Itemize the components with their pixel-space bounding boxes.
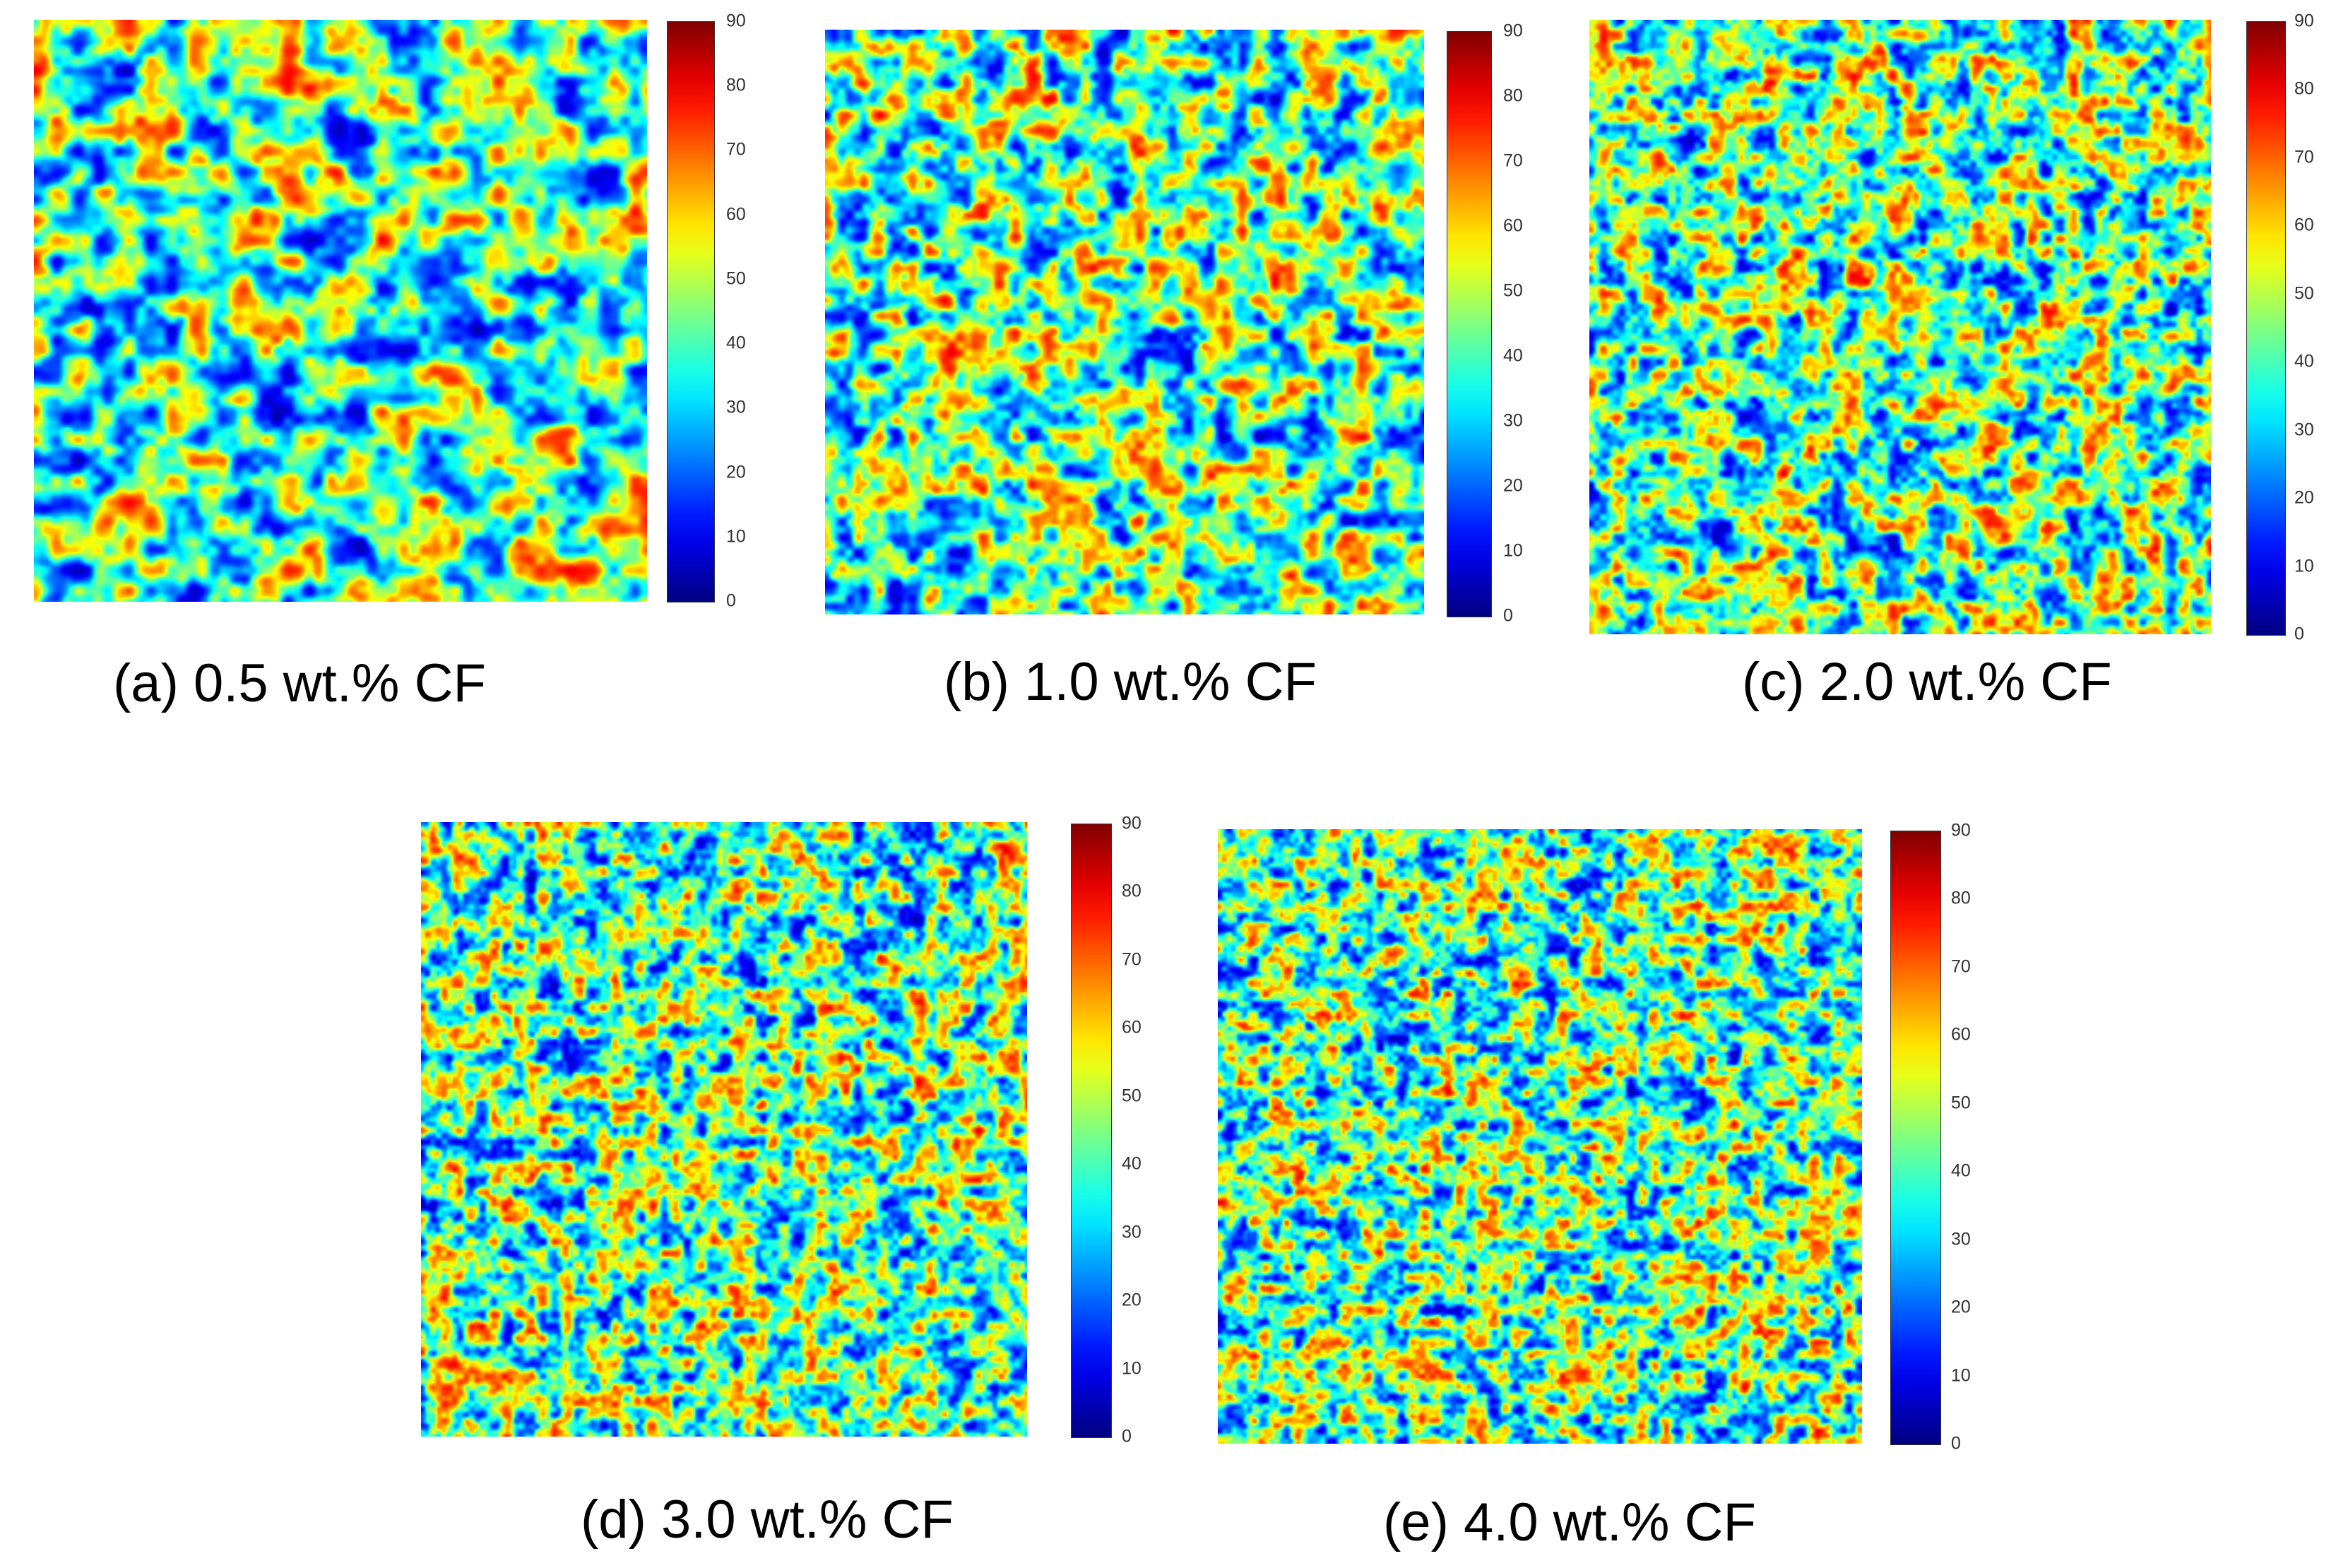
colorbar-tick-d-0: 0 [1122,1426,1132,1447]
colorbar-tick-c-80: 80 [2294,78,2314,99]
colorbar-tick-c-40: 40 [2294,351,2314,372]
colorbar-tick-a-60: 60 [726,204,746,225]
colorbar-tick-b-40: 40 [1503,345,1523,366]
caption-a: (a) 0.5 wt.% CF [113,653,486,713]
colorbar-a [667,21,715,602]
colorbar-tick-d-50: 50 [1122,1086,1142,1106]
colorbar-tick-c-20: 20 [2294,487,2314,508]
colorbar-tick-c-90: 90 [2294,11,2314,31]
colorbar-tick-e-70: 70 [1951,956,1971,977]
heatmap-canvas-e [1218,829,1862,1444]
caption-c: (c) 2.0 wt.% CF [1742,652,2112,712]
heatmap-e [1218,829,1862,1444]
heatmap-canvas-a [34,20,647,602]
caption-e: (e) 4.0 wt.% CF [1383,1492,1756,1552]
heatmap-canvas-c [1589,20,2211,634]
colorbar-tick-c-0: 0 [2294,624,2304,644]
colorbar-tick-b-70: 70 [1503,150,1523,171]
colorbar-tick-b-10: 10 [1503,540,1523,561]
colorbar-tick-a-70: 70 [726,139,746,160]
caption-b: (b) 1.0 wt.% CF [944,652,1317,712]
heatmap-c [1589,20,2211,634]
colorbar-tick-b-80: 80 [1503,85,1523,106]
colorbar-ticks-b: 0 10 20 30 40 50 60 70 80 90 [1503,22,1546,624]
colorbar-ticks-c: 0 10 20 30 40 50 60 70 80 90 [2294,12,2333,643]
colorbar-tick-d-90: 90 [1122,813,1142,833]
colorbar-ticks-e: 0 10 20 30 40 50 60 70 80 90 [1951,821,1993,1452]
colorbar-tick-e-20: 20 [1951,1297,1971,1317]
colorbar-tick-d-30: 30 [1122,1222,1142,1242]
colorbar-tick-b-60: 60 [1503,215,1523,236]
colorbar-tick-b-20: 20 [1503,475,1523,496]
colorbar-tick-e-30: 30 [1951,1229,1971,1249]
colorbar-tick-e-80: 80 [1951,888,1971,908]
colorbar-tick-a-30: 30 [726,397,746,417]
colorbar-tick-b-90: 90 [1503,20,1523,41]
colorbar-tick-d-60: 60 [1122,1017,1142,1038]
colorbar-tick-c-30: 30 [2294,420,2314,440]
heatmap-b [825,30,1424,614]
colorbar-tick-a-50: 50 [726,268,746,289]
colorbar-tick-d-20: 20 [1122,1290,1142,1310]
colorbar-tick-d-80: 80 [1122,881,1142,901]
colorbar-ticks-a: 0 10 20 30 40 50 60 70 80 90 [726,12,769,610]
colorbar-ticks-d: 0 10 20 30 40 50 60 70 80 90 [1122,814,1164,1445]
colorbar-tick-b-50: 50 [1503,280,1523,301]
colorbar-tick-a-40: 40 [726,333,746,353]
colorbar-tick-a-80: 80 [726,75,746,95]
colorbar-tick-c-50: 50 [2294,283,2314,304]
colorbar-d [1071,824,1112,1438]
colorbar-tick-a-90: 90 [726,11,746,31]
colorbar-tick-a-0: 0 [726,590,736,611]
heatmap-canvas-d [421,822,1027,1437]
colorbar-tick-c-60: 60 [2294,215,2314,235]
colorbar-tick-a-10: 10 [726,526,746,547]
heatmap-canvas-b [825,30,1424,614]
heatmap-d [421,822,1027,1437]
colorbar-e [1890,831,1941,1445]
colorbar-b [1447,31,1492,617]
colorbar-tick-e-50: 50 [1951,1093,1971,1113]
colorbar-tick-b-30: 30 [1503,410,1523,431]
colorbar-tick-d-70: 70 [1122,949,1142,970]
colorbar-tick-e-40: 40 [1951,1160,1971,1181]
colorbar-c [2246,21,2286,636]
colorbar-tick-e-90: 90 [1951,820,1971,841]
colorbar-tick-e-0: 0 [1951,1433,1961,1454]
colorbar-tick-c-70: 70 [2294,147,2314,167]
caption-d: (d) 3.0 wt.% CF [581,1490,954,1550]
colorbar-tick-b-0: 0 [1503,605,1513,626]
colorbar-tick-a-20: 20 [726,462,746,482]
colorbar-tick-d-40: 40 [1122,1153,1142,1174]
colorbar-tick-e-10: 10 [1951,1365,1971,1386]
colorbar-tick-d-10: 10 [1122,1358,1142,1379]
heatmap-a [34,20,647,602]
colorbar-tick-e-60: 60 [1951,1024,1971,1045]
colorbar-tick-c-10: 10 [2294,556,2314,576]
